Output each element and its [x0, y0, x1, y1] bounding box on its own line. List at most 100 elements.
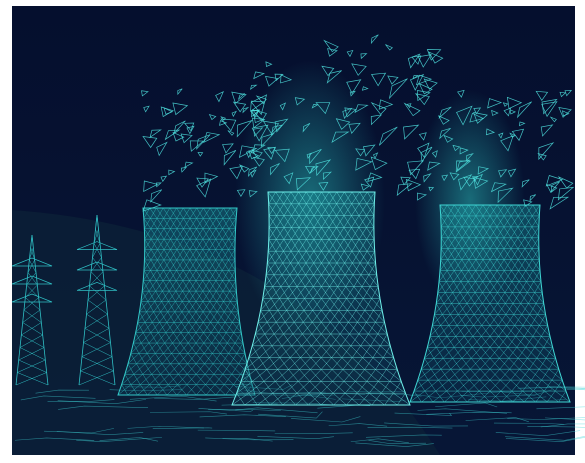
smoke [409, 73, 425, 91]
tower-brace [355, 298, 364, 311]
tower-brace [255, 321, 268, 335]
tower-brace [384, 393, 394, 406]
tower-brace [321, 286, 330, 299]
smoke [172, 102, 189, 116]
smoke [502, 102, 509, 107]
tower-brace [482, 270, 491, 282]
tower-brace [450, 303, 460, 315]
tower-brace [429, 325, 441, 337]
smoke [406, 103, 412, 109]
tower-brace [187, 363, 197, 375]
tower-brace [144, 228, 152, 240]
ground-line [328, 423, 388, 427]
smoke [370, 114, 383, 126]
tower-brace [336, 239, 345, 252]
tower-brace [528, 292, 535, 304]
smoke [473, 107, 482, 115]
tower-brace [475, 270, 484, 282]
tower-brace [507, 336, 516, 348]
smoke [427, 161, 441, 171]
ground-line [367, 426, 453, 429]
smoke [360, 183, 370, 191]
tower-brace [244, 357, 260, 370]
tower-brace [498, 325, 507, 337]
tower-brace [195, 363, 205, 375]
tower-brace [357, 310, 365, 323]
ground-line [507, 417, 585, 420]
tower-brace [538, 358, 547, 370]
smoke [342, 107, 353, 120]
tower-brace [479, 358, 491, 370]
tower-brace [305, 262, 314, 275]
tower-brace [157, 218, 164, 229]
smoke [362, 144, 376, 157]
tower-brace [467, 270, 476, 282]
smoke [498, 169, 508, 178]
smoke [346, 49, 354, 58]
tower-brace [489, 347, 500, 359]
smoke [264, 75, 279, 87]
pylon [80, 370, 116, 386]
tower-brace [329, 298, 339, 311]
tower-brace [312, 310, 322, 323]
tower-brace [222, 207, 231, 219]
tower-brace [304, 286, 314, 299]
tower-brace [160, 363, 171, 375]
pylon [90, 257, 102, 272]
smoke [487, 98, 503, 109]
smoke [173, 120, 186, 135]
tower-brace [313, 251, 322, 264]
tower-brace [287, 286, 298, 299]
tower-brace [362, 345, 371, 358]
tower-brace [148, 332, 159, 344]
tower-brace [461, 204, 469, 217]
tower-brace [551, 369, 559, 381]
pylon [87, 299, 108, 315]
tower-brace [480, 336, 491, 348]
tower-brace [465, 314, 475, 326]
tower-brace [133, 363, 146, 375]
pylon [95, 214, 98, 230]
tower-brace [450, 358, 463, 370]
tower-brace [257, 392, 273, 406]
tower-brace [160, 301, 169, 313]
pylon [30, 247, 35, 261]
tower-brace [342, 357, 353, 370]
tower-brace [169, 207, 177, 219]
tower-brace [364, 357, 374, 370]
tower-brace [432, 390, 447, 403]
tower-brace [351, 239, 360, 252]
tower-brace [150, 239, 158, 250]
smoke [438, 106, 452, 119]
tower-brace [353, 274, 362, 287]
tower-brace [438, 325, 450, 337]
tower-brace [514, 314, 522, 326]
tower-brace [117, 384, 132, 396]
tower-brace [195, 290, 203, 302]
tower-brace [208, 239, 216, 250]
tower-brace [169, 363, 180, 375]
smoke [309, 148, 322, 165]
tower-brace [358, 203, 367, 216]
tower-brace [166, 311, 175, 323]
tower-brace [320, 357, 332, 370]
tower-brace [527, 347, 535, 359]
tower-brace [510, 248, 519, 260]
smoke [149, 129, 162, 139]
tower-brace [458, 303, 468, 315]
smoke [164, 129, 181, 141]
tower-brace [177, 374, 188, 385]
tower-brace [482, 281, 491, 293]
tower-brace [121, 374, 134, 385]
tower-brace [218, 322, 226, 333]
tower-brace [230, 290, 237, 302]
tower-brace [203, 311, 211, 323]
tower-brace [370, 333, 379, 346]
tower-brace [164, 332, 174, 344]
tower-brace [321, 215, 330, 228]
tower-brace [321, 345, 332, 358]
tower-brace [195, 322, 204, 333]
tower-brace [444, 390, 458, 403]
tower-brace [173, 322, 182, 333]
pylon [23, 297, 39, 311]
